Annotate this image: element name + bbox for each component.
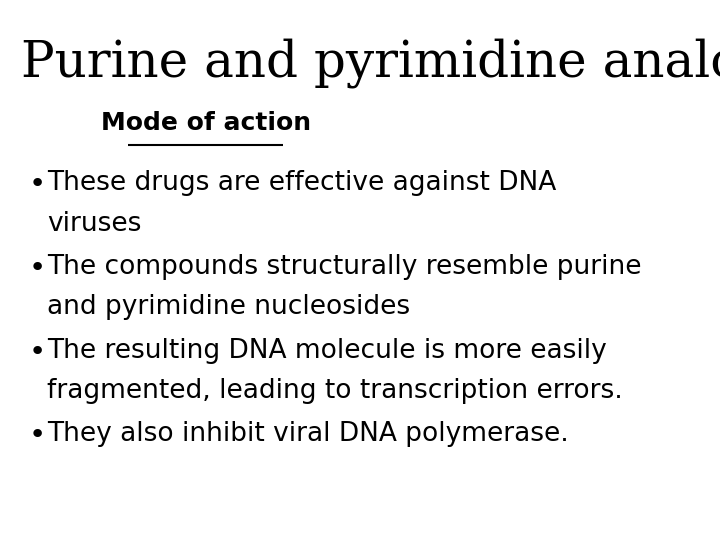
- Text: •: •: [29, 254, 46, 282]
- Text: They also inhibit viral DNA polymerase.: They also inhibit viral DNA polymerase.: [48, 421, 569, 447]
- Text: •: •: [29, 421, 46, 449]
- Text: •: •: [29, 170, 46, 198]
- Text: and pyrimidine nucleosides: and pyrimidine nucleosides: [48, 294, 410, 320]
- Text: viruses: viruses: [48, 211, 142, 237]
- Text: The compounds structurally resemble purine: The compounds structurally resemble puri…: [48, 254, 642, 280]
- Text: Mode of action: Mode of action: [101, 111, 311, 134]
- Text: These drugs are effective against DNA: These drugs are effective against DNA: [48, 170, 557, 196]
- Text: fragmented, leading to transcription errors.: fragmented, leading to transcription err…: [48, 378, 623, 404]
- Text: The resulting DNA molecule is more easily: The resulting DNA molecule is more easil…: [48, 338, 607, 363]
- Text: •: •: [29, 338, 46, 366]
- Text: Purine and pyrimidine analogues: Purine and pyrimidine analogues: [21, 38, 720, 88]
